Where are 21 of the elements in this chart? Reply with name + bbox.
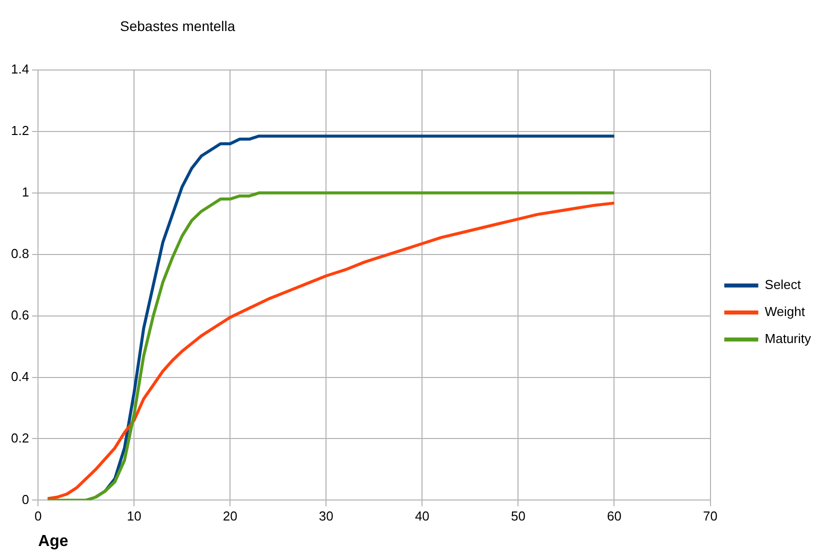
x-tick-label: 60: [607, 508, 622, 524]
y-tick-label: 1.4: [10, 62, 30, 77]
x-axis-title: Age: [38, 532, 68, 550]
y-tick-label: 1: [22, 184, 30, 200]
x-tick-label: 70: [703, 508, 718, 524]
x-tick-label: 40: [414, 508, 430, 524]
x-tick-label: 20: [222, 508, 238, 524]
y-tick-label: 0.4: [10, 368, 30, 384]
legend-label: Maturity: [764, 331, 812, 346]
legend-label: Select: [764, 277, 802, 292]
chart-title: Sebastes mentella: [120, 18, 236, 34]
x-tick-label: 0: [34, 508, 42, 524]
legend-label: Weight: [764, 304, 806, 320]
y-tick-label: 0.8: [10, 246, 30, 261]
x-tick-label: 50: [510, 508, 526, 524]
y-tick-label: 0.2: [10, 430, 30, 446]
x-tick-label: 10: [126, 508, 142, 524]
y-tick-label: 0: [22, 492, 30, 507]
x-tick-label: 30: [318, 508, 334, 524]
y-tick-label: 1.2: [10, 123, 30, 138]
y-tick-label: 0.6: [10, 307, 30, 322]
